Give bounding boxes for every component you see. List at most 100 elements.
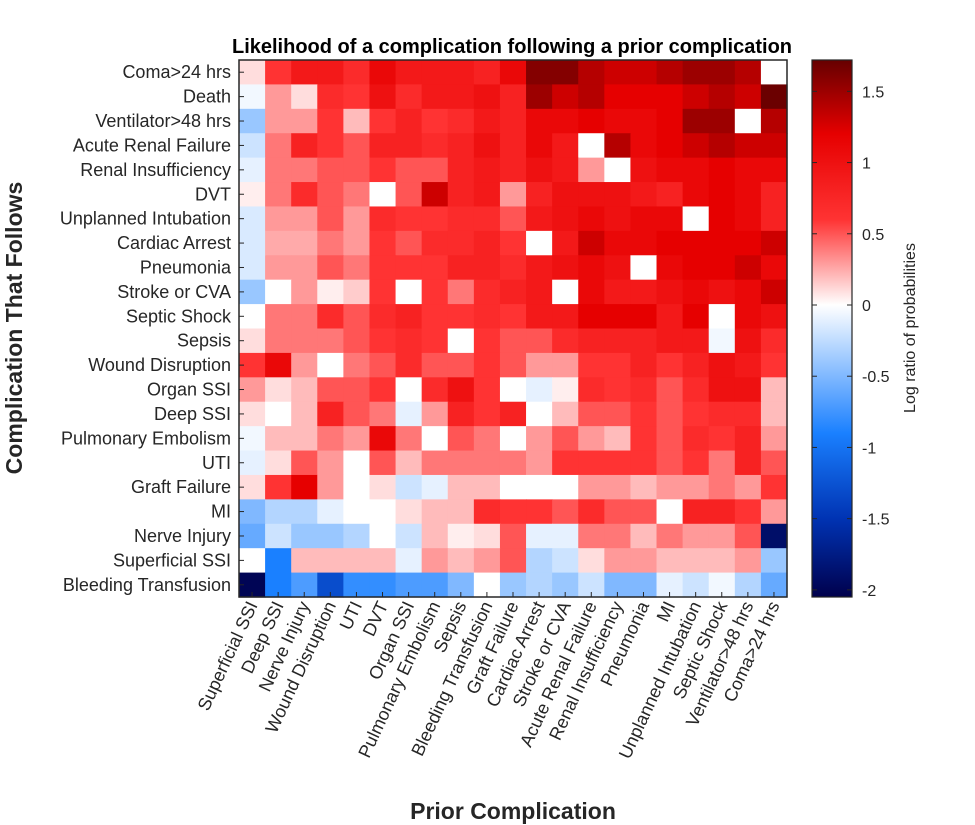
heatmap-cell [604,328,632,354]
heatmap-cell [734,255,762,281]
heatmap-cell [604,255,632,281]
heatmap-cell [291,255,318,281]
heatmap-cell [473,499,501,525]
heatmap-cell [499,157,527,183]
heatmap-cell [265,157,292,183]
heatmap-cell [343,328,371,354]
heatmap-cell [265,426,292,452]
heatmap-cell [369,206,397,232]
heatmap-cell [760,474,788,500]
heatmap-cell [369,548,397,574]
heatmap-cell [421,304,449,330]
heatmap-cell [578,401,605,427]
heatmap-cell [604,548,632,574]
heatmap-cell [656,450,684,476]
heatmap-cell [291,60,318,86]
heatmap-cell [552,206,579,232]
heatmap-cell [343,230,371,256]
heatmap-cell [291,352,318,378]
y-tick-label: Superficial SSI [113,550,231,570]
heatmap-cell [656,426,684,452]
heatmap-cell [734,426,762,452]
heatmap-cell [708,450,736,476]
y-tick-label: Bleeding Transfusion [63,575,231,595]
heatmap-cell [473,523,501,549]
heatmap-cell [708,60,736,86]
heatmap-cell [630,401,658,427]
heatmap-cell [630,84,658,110]
heatmap-cell [552,377,579,403]
heatmap-cell [395,304,423,330]
heatmap-cell [708,84,736,110]
heatmap-cell [630,377,658,403]
heatmap-cell [291,377,318,403]
heatmap-cell [421,60,449,86]
heatmap-cell [708,352,736,378]
heatmap-cell [552,230,579,256]
heatmap-cell [499,450,527,476]
heatmap-cell [447,474,475,500]
y-tick-label: Cardiac Arrest [117,233,231,253]
heatmap-cell [395,548,423,574]
heatmap-cell [552,548,579,574]
heatmap-cell [656,230,684,256]
colorbar-tick-label: -1.5 [862,512,890,529]
heatmap-cell [760,523,788,549]
y-axis-title: Complication That Follows [1,182,27,475]
heatmap-cell [708,328,736,354]
heatmap-cell [369,108,397,134]
heatmap-cell [760,548,788,574]
heatmap-cell [552,499,579,525]
x-tick-label: MI [653,598,680,625]
y-tick-label: Deep SSI [154,404,231,424]
y-tick-labels: Coma>24 hrs Death Ventilator>48 hrs Acute R… [60,62,244,595]
heatmap-cell [578,548,605,574]
colorbar [811,59,853,598]
heatmap-cell [526,499,553,525]
heatmap-cell [734,60,762,86]
heatmap-cell [421,523,449,549]
heatmap-cell [630,182,658,208]
heatmap-cell [343,377,371,403]
heatmap-cell [526,255,553,281]
heatmap-cell [265,304,292,330]
heatmap-cell [734,377,762,403]
y-tick-label: Nerve Injury [134,526,231,546]
heatmap-cell [578,230,605,256]
heatmap-cell [369,84,397,110]
heatmap-cell [317,182,344,208]
heatmap-cell [526,426,553,452]
heatmap-cell [578,426,605,452]
heatmap-cell [734,401,762,427]
heatmap-cell [604,450,632,476]
heatmap-cell [656,352,684,378]
heatmap-cell [604,426,632,452]
heatmap-cell [630,206,658,232]
heatmap-cell [708,206,736,232]
heatmap-cell [421,499,449,525]
heatmap-cell [656,60,684,86]
heatmap-cell [447,401,475,427]
heatmap-cell [526,548,553,574]
heatmap-cell [552,108,579,134]
heatmap-cell [578,182,605,208]
heatmap-cell [682,230,710,256]
heatmap-cell [552,450,579,476]
heatmap-cell [526,328,553,354]
heatmap-cell [343,84,371,110]
heatmap-cell [473,377,501,403]
heatmap-cells [239,60,788,598]
heatmap-cell [526,133,553,159]
y-tick-label: Coma>24 hrs [122,62,231,82]
heatmap-cell [473,328,501,354]
heatmap-cell [552,328,579,354]
heatmap-cell [317,352,344,378]
heatmap-cell [656,84,684,110]
heatmap-cell [343,352,371,378]
y-tick-label: DVT [195,184,231,204]
heatmap-cell [526,230,553,256]
y-tick-label: Sepsis [177,331,231,351]
heatmap-cell [682,279,710,305]
heatmap-cell [317,206,344,232]
heatmap-cell [421,450,449,476]
